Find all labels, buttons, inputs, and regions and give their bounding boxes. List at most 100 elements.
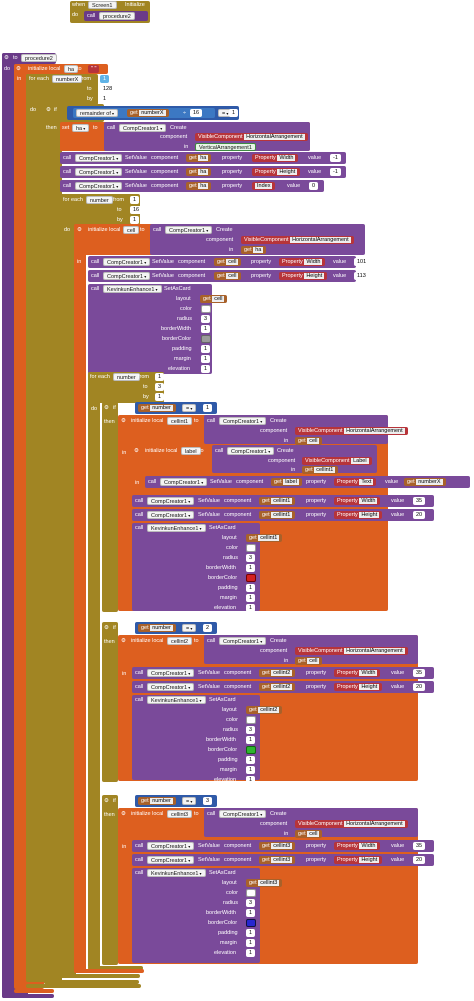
comp[interactable]: CompCreator1 [103, 258, 151, 266]
get-cellint1[interactable]: get cellint1 [246, 534, 283, 542]
value-num[interactable]: 35 [413, 497, 426, 505]
get-cellint2[interactable]: get cellint2 [259, 669, 296, 677]
padding-value[interactable]: 1 [201, 345, 211, 353]
prop-name[interactable]: Index [255, 183, 273, 189]
get-cell[interactable]: get cell [200, 295, 228, 303]
get-ha[interactable]: get ha [186, 182, 212, 190]
get-number[interactable]: get number [138, 797, 176, 805]
vtype[interactable]: HorizontalArrangement [244, 134, 305, 140]
color-white[interactable] [246, 716, 256, 724]
property-width[interactable]: Property Width [252, 154, 299, 162]
comp[interactable]: CompCreator1 [147, 497, 195, 505]
from-value[interactable]: 1 [100, 75, 110, 83]
comp[interactable]: CompCreator1 [219, 810, 267, 818]
comp[interactable]: CompCreator1 [75, 168, 123, 176]
comp[interactable]: CompCreator1 [147, 669, 195, 677]
property-width[interactable]: Property Width [334, 669, 381, 677]
get-number[interactable]: get number [138, 404, 176, 412]
loop-var-number[interactable]: number [86, 196, 113, 204]
comp[interactable]: CompCreator1 [147, 511, 195, 519]
get-cellint1[interactable]: get cellint1 [259, 511, 296, 519]
vtype[interactable]: HorizontalArrangement [290, 237, 351, 243]
get-cell[interactable]: get cell [295, 437, 323, 445]
var-cellint2[interactable]: cellint2 [167, 637, 193, 645]
gear-icon[interactable]: ⚙ [121, 638, 126, 644]
bordercolor-gray[interactable] [201, 335, 211, 343]
procedure-name-field[interactable]: procedure2 [21, 54, 57, 62]
get-cellint2[interactable]: get cellint2 [259, 683, 296, 691]
eq-dropdown[interactable]: = [182, 404, 197, 412]
mod-value[interactable]: 16 [190, 109, 203, 117]
color-white[interactable] [246, 889, 256, 897]
get-numberx[interactable]: get numberX [127, 109, 169, 117]
setascard-cell[interactable] [88, 284, 212, 374]
to-value[interactable]: 3 [155, 383, 165, 391]
get-number[interactable]: get number [138, 624, 176, 632]
borderwidth-value[interactable]: 1 [246, 736, 256, 744]
get-ha[interactable]: get ha [241, 246, 267, 254]
property-width[interactable]: Property Width [279, 258, 326, 266]
visible-component-label[interactable]: VisibleComponent Label [302, 457, 372, 465]
var-cellint3[interactable]: cellint3 [167, 810, 193, 818]
kevinkun-comp[interactable]: KevinkunEnhance1 [147, 869, 206, 877]
get-var[interactable]: cellint1 [258, 535, 280, 541]
var-ha-name[interactable]: ha [64, 65, 79, 73]
color-white[interactable] [201, 305, 211, 313]
from-value[interactable]: 1 [155, 373, 165, 381]
kevinkun-comp[interactable]: KevinkunEnhance1 [103, 285, 162, 293]
comp-creator[interactable]: CompCreator1 [119, 124, 167, 132]
visible-component[interactable]: VisibleComponent HorizontalArrangement [241, 236, 354, 244]
get-cellint1[interactable]: get cellint1 [302, 466, 339, 474]
value-num[interactable]: 20 [413, 511, 426, 519]
property-height[interactable]: Property Height [279, 272, 328, 280]
for-each-number[interactable] [60, 194, 76, 976]
property-height[interactable]: Property Height [334, 511, 383, 519]
for-each-number-inner[interactable] [88, 372, 100, 968]
by-value[interactable]: 1 [100, 95, 110, 103]
get-cell[interactable]: get cell [295, 657, 323, 665]
gear-icon[interactable]: ⚙ [104, 625, 109, 631]
borderwidth-value[interactable]: 1 [201, 325, 211, 333]
loop-var-numberx[interactable]: numberX [52, 75, 83, 83]
property-height[interactable]: Property Height [252, 168, 301, 176]
to-value[interactable]: 128 [100, 85, 116, 93]
margin-value[interactable]: 1 [246, 594, 256, 602]
eq-dropdown[interactable]: = [182, 624, 197, 632]
if-remainder-block[interactable] [44, 104, 62, 984]
bordercolor-red[interactable] [246, 574, 256, 582]
property-index[interactable]: Index [252, 182, 276, 190]
gear-icon[interactable]: ⚙ [4, 55, 9, 61]
setvalue-text[interactable] [145, 476, 470, 488]
eq-dropdown[interactable]: = [182, 797, 197, 805]
radius-value[interactable]: 3 [246, 899, 256, 907]
color-white[interactable] [246, 544, 256, 552]
comp[interactable]: CompCreator1 [75, 182, 123, 190]
bordercolor-blue[interactable] [246, 919, 256, 927]
get-ha[interactable]: get ha [186, 168, 212, 176]
get-cell[interactable]: get cell [295, 830, 323, 838]
prop-name[interactable]: Width [304, 259, 323, 265]
comp[interactable]: CompCreator1 [219, 417, 267, 425]
setascard-cellint2[interactable] [132, 695, 260, 780]
set-var[interactable]: ha [72, 124, 90, 132]
visible-component[interactable]: VisibleComponent HorizontalArrangement [295, 647, 408, 655]
get-label[interactable]: get label [271, 478, 302, 486]
prop-name[interactable]: Height [304, 273, 325, 279]
value-num[interactable]: 0 [309, 182, 319, 190]
comp[interactable]: CompCreator1 [160, 478, 208, 486]
get-var[interactable]: cell [212, 296, 225, 302]
get-var[interactable]: cellint2 [258, 707, 280, 713]
property-width[interactable]: Property Width [334, 497, 381, 505]
get-cellint3[interactable]: get cellint3 [246, 879, 283, 887]
var-label[interactable]: label [181, 447, 201, 455]
procedure-dropdown[interactable]: procedure2 [99, 12, 135, 20]
vtype[interactable]: Label [351, 458, 369, 464]
by-value[interactable]: 1 [155, 393, 165, 401]
radius-value[interactable]: 3 [246, 726, 256, 734]
init-local-cell[interactable] [74, 224, 86, 971]
get-cellint1[interactable]: get cellint1 [259, 497, 296, 505]
value-num[interactable]: 20 [413, 856, 426, 864]
margin-value[interactable]: 1 [201, 355, 211, 363]
get-var[interactable]: numberX [139, 110, 166, 116]
value-num[interactable]: 20 [413, 683, 426, 691]
